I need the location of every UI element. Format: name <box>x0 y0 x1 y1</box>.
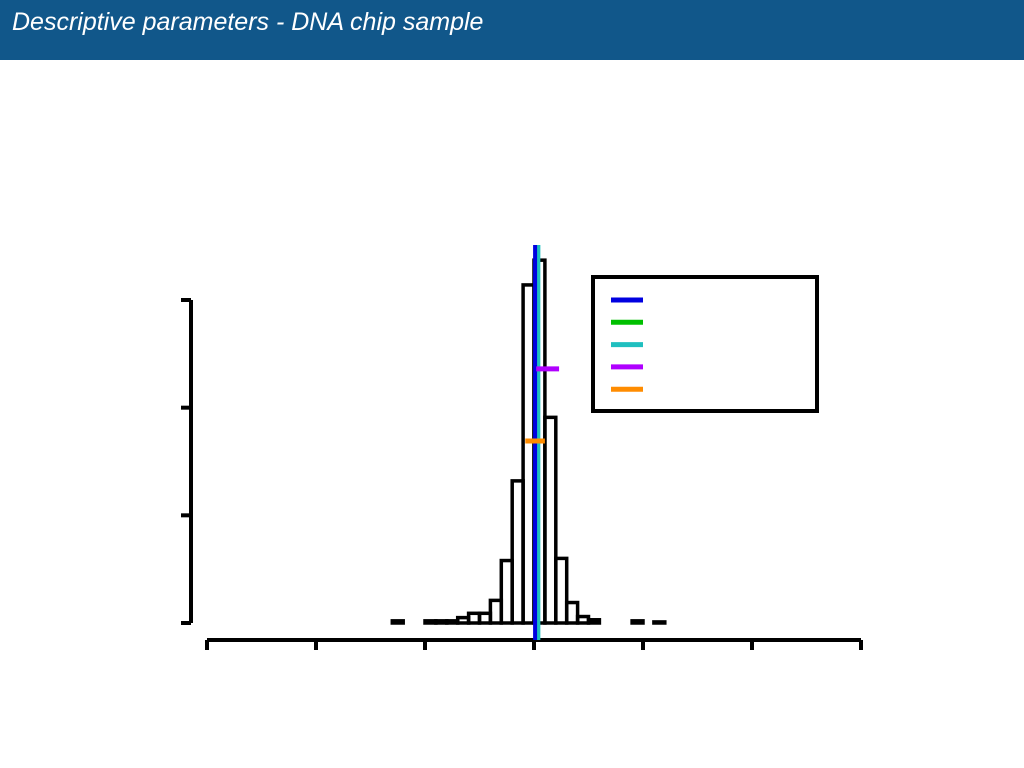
header-bar: Descriptive parameters - DNA chip sample <box>0 0 1024 60</box>
bar <box>564 600 580 625</box>
bar <box>652 620 667 625</box>
bar <box>586 618 602 625</box>
bar <box>630 619 645 625</box>
bar <box>390 619 405 625</box>
bar <box>554 556 569 625</box>
header-title: Descriptive parameters - DNA chip sample <box>12 8 484 36</box>
bar <box>543 415 558 625</box>
